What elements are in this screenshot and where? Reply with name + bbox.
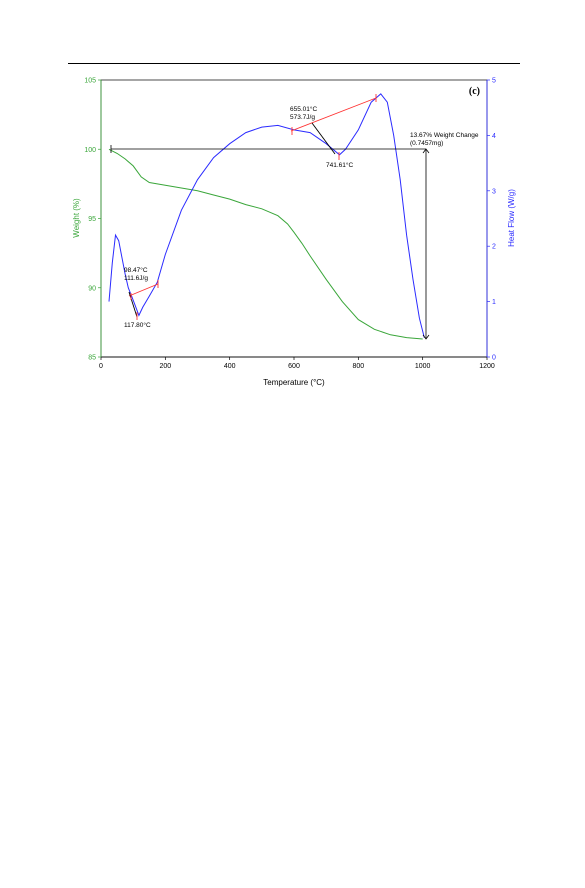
tga-dsc-chart: 0 200 400 600 800 1000 1200 85 90 95 100 105 0 1 2 3 4… [72,78,516,388]
page-header-rule [68,63,520,64]
y-left-tick-label: 90 [88,285,96,292]
peak2-min-label: 741.61°C [326,161,353,169]
y-right-ticks: 0 1 2 3 4 5 [487,78,496,362]
peak1-enthalpy-label: 111.6J/g [124,275,148,282]
peak2-enthalpy-label: 573.7J/g [290,114,315,121]
y-left-tick-label: 100 [84,147,96,154]
y-left-ticks: 85 90 95 100 105 [84,78,101,362]
peak2-temp-label: 655.01°C [290,105,317,113]
y-left-tick-label: 105 [84,78,96,85]
peak1-baseline-tangent [128,283,159,297]
y-right-tick-label: 5 [492,78,496,85]
peak2-onset-tangent [311,122,336,155]
y-right-tick-label: 2 [492,244,496,251]
weight-change-arrow-top [422,148,430,154]
y-right-tick-label: 0 [492,355,496,362]
x-tick-label: 800 [352,363,364,370]
plot-frame [100,79,488,358]
y-right-tick-label: 4 [492,133,496,140]
x-tick-label: 1000 [415,363,431,370]
weight-change-marker [110,145,430,340]
peak1-temp-label: 98.47°C [124,266,148,274]
y-left-tick-label: 85 [88,355,96,362]
y-left-tick-label: 95 [88,216,96,223]
peak2-baseline-tangent [290,97,377,132]
y-right-tick-label: 3 [492,188,496,195]
y-left-axis-label: Weight (%) [72,198,81,238]
x-tick-label: 1200 [479,363,495,370]
peak1-min-label: 117.80°C [124,321,151,329]
x-axis-label: Temperature (°C) [263,378,325,387]
x-tick-label: 200 [159,363,171,370]
x-ticks: 0 200 400 600 800 1000 1200 [99,357,495,370]
y-right-axis-label: Heat Flow (W/g) [507,189,516,247]
x-tick-label: 600 [288,363,300,370]
weight-change-arrow-bottom [422,334,430,340]
weight-change-mg-label: (0.7457mg) [410,140,443,147]
x-tick-label: 400 [224,363,236,370]
weight-series-line [108,148,423,340]
y-right-tick-label: 1 [492,299,496,306]
heat-flow-series-line [108,93,425,338]
panel-label: (c) [469,86,480,97]
x-tick-label: 0 [99,363,103,370]
peak1-onset-tangent [128,291,138,318]
weight-change-label: 13.67% Weight Change [410,132,479,139]
